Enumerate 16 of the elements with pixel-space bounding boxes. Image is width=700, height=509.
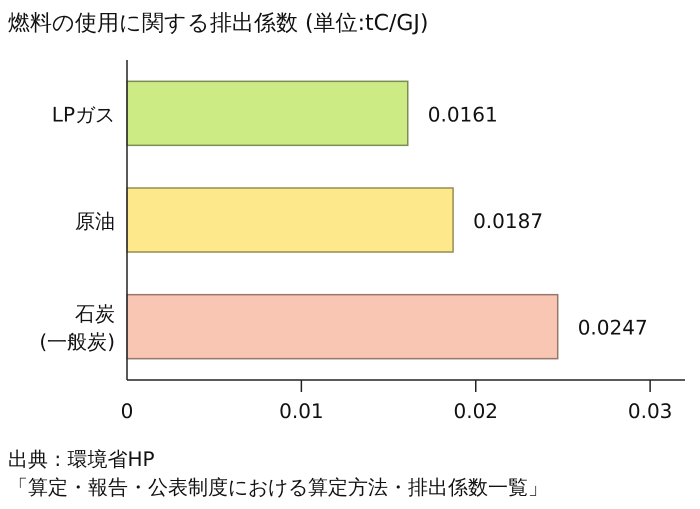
bar (126, 187, 454, 253)
source-note: 出典 : 環境省HP (8, 447, 155, 471)
data-label: 0.0161 (428, 102, 498, 126)
x-tick-label: 0.02 (453, 399, 498, 423)
y-tick-label: 石炭 (一般炭) (39, 302, 115, 354)
x-tick-label: 0.03 (628, 399, 672, 423)
data-label: 0.0187 (473, 209, 544, 233)
y-tick-label: 原油 (75, 209, 115, 233)
data-label: 0.0247 (578, 316, 648, 340)
bar (126, 294, 558, 360)
chart-title: 燃料の使用に関する排出係数 (単位:tC/GJ) (8, 11, 429, 36)
bar (126, 80, 408, 146)
text: 「算定・報告・公表制度における算定方法・排出係数一覧」 (8, 475, 548, 499)
x-tick-label: 0.01 (279, 399, 324, 423)
y-tick-label: LPガス (52, 102, 115, 126)
x-tick-label: 0 (120, 399, 134, 423)
